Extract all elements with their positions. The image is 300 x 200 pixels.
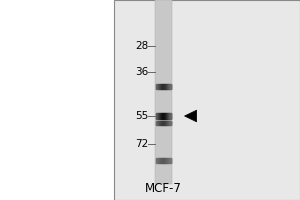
Text: MCF-7: MCF-7: [145, 182, 182, 194]
Text: 28: 28: [135, 41, 148, 51]
Text: 55: 55: [135, 111, 148, 121]
Bar: [155, 0, 172, 184]
Polygon shape: [184, 110, 197, 122]
Bar: [114, 0, 300, 200]
Text: 36: 36: [135, 67, 148, 77]
Text: 72: 72: [135, 139, 148, 149]
